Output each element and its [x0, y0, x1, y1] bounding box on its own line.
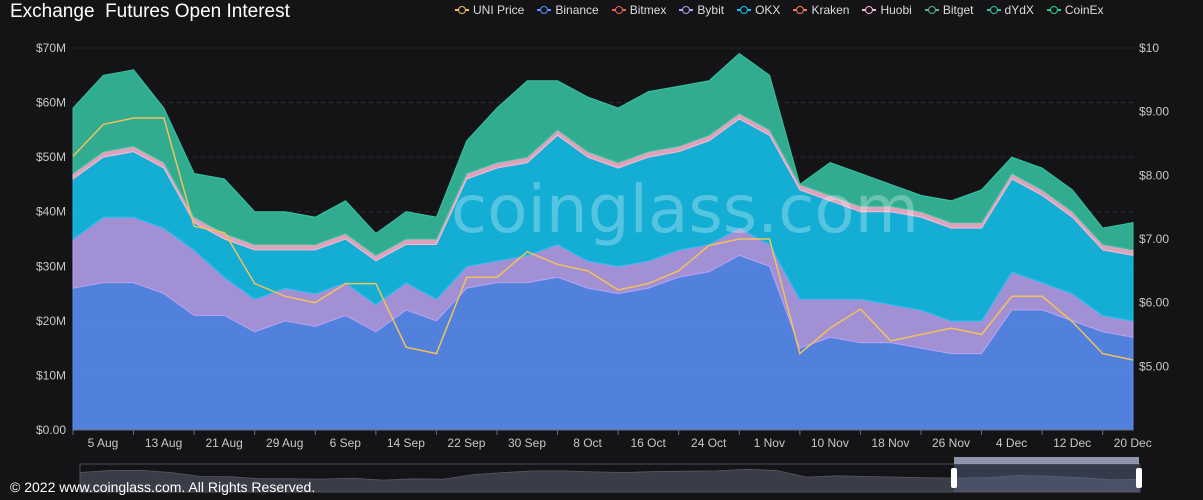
zoom-handle-left[interactable]	[951, 468, 957, 488]
x-tick-label: 26 Nov	[932, 436, 970, 450]
legend-label: Bybit	[697, 3, 725, 17]
legend-marker-icon	[793, 5, 808, 15]
x-tick-label: 10 Nov	[811, 436, 849, 450]
y-right-tick-label: $6.00	[1139, 296, 1169, 310]
legend-label: Huobi	[880, 3, 912, 17]
legend-item-bitmex[interactable]: Bitmex	[611, 3, 667, 17]
legend-item-bitget[interactable]: Bitget	[924, 3, 974, 17]
y-left-tick-label: $30M	[36, 259, 66, 273]
x-tick-label: 5 Aug	[88, 436, 119, 450]
x-tick-label: 18 Nov	[871, 436, 909, 450]
x-tick-label: 24 Oct	[691, 436, 727, 450]
x-tick-label: 4 Dec	[996, 436, 1027, 450]
zoom-slider-preview	[79, 468, 1141, 493]
y-right-tick-label: $8.00	[1139, 168, 1169, 182]
legend-marker-icon	[1046, 5, 1061, 15]
y-right-tick-label: $5.00	[1139, 359, 1169, 373]
y-right-tick-label: $7.00	[1139, 232, 1169, 246]
x-tick-label: 13 Aug	[145, 436, 182, 450]
legend-label: OKX	[755, 3, 781, 17]
y-left-tick-label: $20M	[36, 314, 66, 328]
legend-marker-icon	[611, 5, 626, 15]
legend-item-bybit[interactable]: Bybit	[679, 3, 724, 17]
y-left-tick-label: $0.00	[36, 423, 66, 437]
x-tick-label: 21 Aug	[205, 436, 242, 450]
series-line-uni-price	[72, 117, 1134, 361]
y-left-tick-label: $10M	[36, 368, 66, 382]
legend-label: CoinEx	[1064, 3, 1104, 17]
chart-legend: UNI Price Binance Bitmex Bybit OKX Kraken Huob…	[455, 3, 1117, 17]
legend-item-huobi[interactable]: Huobi	[862, 3, 912, 17]
x-tick-label: 8 Oct	[573, 436, 602, 450]
x-tick-label: 30 Sep	[508, 436, 546, 450]
legend-item-coinex[interactable]: CoinEx	[1046, 3, 1104, 17]
legend-label: Bitmex	[629, 3, 667, 17]
legend-label: Bitget	[942, 3, 974, 17]
legend-marker-icon	[924, 5, 939, 15]
y-right-tick-label: $10	[1139, 41, 1159, 55]
legend-label: Binance	[555, 3, 599, 17]
watermark-text: coinglass.com	[451, 171, 919, 248]
x-tick-label: 22 Sep	[447, 436, 485, 450]
legend-label: dYdX	[1004, 3, 1034, 17]
legend-marker-icon	[862, 5, 877, 15]
legend-item-uni-price[interactable]: UNI Price	[455, 3, 524, 17]
legend-marker-icon	[986, 5, 1001, 15]
zoom-handle-right[interactable]	[1136, 468, 1142, 488]
legend-label: Kraken	[811, 3, 850, 17]
legend-marker-icon	[455, 5, 469, 15]
legend-marker-icon	[537, 5, 552, 15]
y-left-tick-label: $50M	[36, 150, 66, 164]
legend-item-dydx[interactable]: dYdX	[986, 3, 1034, 17]
y-left-tick-label: $40M	[36, 205, 66, 219]
page-title: Exchange Futures Open Interest	[10, 1, 290, 22]
x-tick-label: 12 Dec	[1053, 436, 1091, 450]
copyright-text: © 2022 www.coinglass.com. All Rights Res…	[10, 479, 316, 495]
series-area-dydx	[72, 52, 1134, 256]
x-tick-label: 20 Dec	[1114, 436, 1152, 450]
legend-marker-icon	[679, 5, 694, 15]
x-tick-label: 1 Nov	[754, 436, 785, 450]
legend-label: UNI Price	[473, 3, 525, 17]
y-right-tick-label: $9.00	[1139, 105, 1169, 119]
y-left-tick-label: $60M	[36, 96, 66, 110]
x-tick-label: 29 Aug	[266, 436, 303, 450]
legend-item-okx[interactable]: OKX	[737, 3, 780, 17]
legend-item-kraken[interactable]: Kraken	[793, 3, 849, 17]
y-left-tick-label: $70M	[36, 41, 66, 55]
zoom-slider-window	[954, 464, 1139, 492]
legend-marker-icon	[737, 5, 752, 15]
x-tick-label: 6 Sep	[330, 436, 362, 450]
zoom-slider-bar[interactable]	[954, 457, 1139, 464]
legend-item-binance[interactable]: Binance	[537, 3, 599, 17]
x-tick-label: 16 Oct	[630, 436, 666, 450]
x-tick-label: 14 Sep	[387, 436, 425, 450]
